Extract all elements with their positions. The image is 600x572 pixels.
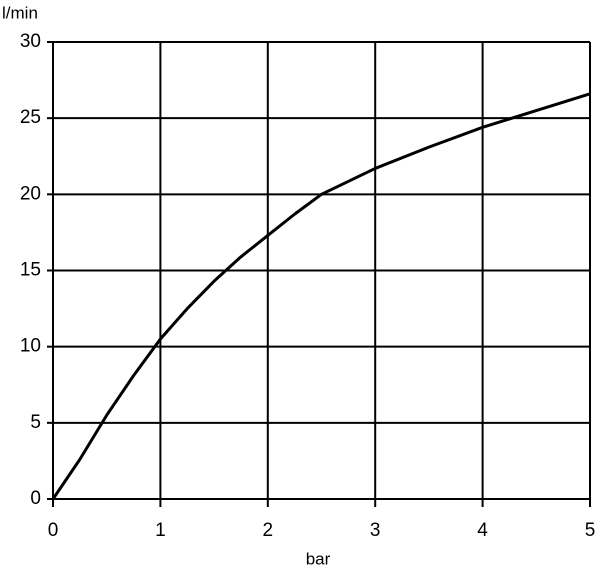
x-tick-label: 1 xyxy=(155,520,166,541)
y-axis-label: l/min xyxy=(2,3,38,22)
data-line xyxy=(51,92,591,500)
x-tick-label: 5 xyxy=(585,520,596,541)
x-tick-label: 0 xyxy=(48,520,59,541)
x-tick-label: 2 xyxy=(263,520,274,541)
y-tick-label: 0 xyxy=(30,488,41,509)
y-tick-label: 5 xyxy=(30,412,41,433)
y-tick-label: 25 xyxy=(20,107,41,128)
y-tick-label: 10 xyxy=(20,336,41,357)
y-tick-label: 20 xyxy=(20,183,41,204)
x-tick-label: 4 xyxy=(477,520,488,541)
y-tick-label: 15 xyxy=(20,260,41,281)
x-axis-label: bar xyxy=(306,549,331,568)
x-tick-label: 3 xyxy=(370,520,381,541)
y-tick-label: 30 xyxy=(20,31,41,52)
